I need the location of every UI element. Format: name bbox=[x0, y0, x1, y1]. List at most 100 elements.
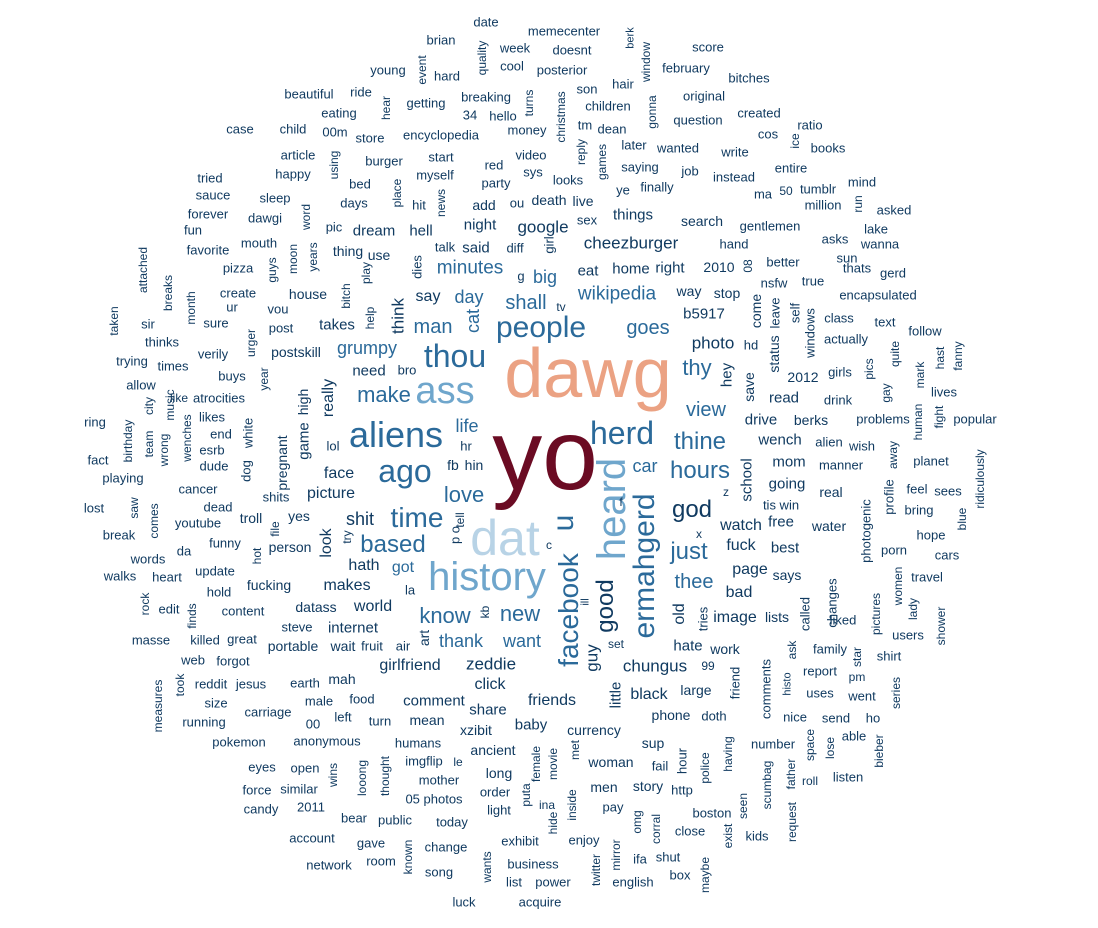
word-ermahgerd: ermahgerd bbox=[628, 493, 661, 639]
word-fanny: fanny bbox=[951, 341, 965, 371]
word-hate: hate bbox=[673, 637, 703, 655]
word-puta: puta bbox=[519, 783, 533, 807]
word-content: content bbox=[221, 603, 265, 619]
word-xzibit: xzibit bbox=[460, 722, 492, 738]
word-men: men bbox=[590, 779, 618, 795]
word-request: request bbox=[785, 801, 799, 843]
word-air: air bbox=[395, 638, 411, 654]
word-father: father bbox=[784, 758, 798, 790]
word-seen: seen bbox=[736, 792, 750, 820]
word-guys: guys bbox=[265, 257, 279, 283]
word-thee: thee bbox=[674, 571, 714, 593]
word-able: able bbox=[841, 728, 867, 744]
word-free: free bbox=[768, 513, 794, 531]
word-posterior: posterior bbox=[536, 62, 588, 78]
word-family: family bbox=[813, 641, 847, 657]
word-memecenter: memecenter bbox=[527, 23, 601, 39]
word-bitch: bitch bbox=[339, 283, 353, 309]
word-live: live bbox=[572, 193, 594, 209]
word-hours: hours bbox=[669, 457, 731, 484]
word-long: long bbox=[485, 765, 513, 781]
word-male: male bbox=[304, 693, 334, 709]
word-song: song bbox=[424, 864, 454, 880]
word-esrb: esrb bbox=[199, 442, 225, 458]
word-cat: cat bbox=[463, 308, 483, 334]
word-thou: thou bbox=[423, 338, 487, 374]
word-dog: dog bbox=[238, 460, 254, 482]
word-says: says bbox=[772, 567, 802, 583]
word-moon: moon bbox=[286, 243, 300, 275]
word-pm: pm bbox=[848, 670, 866, 684]
word-herd: herd bbox=[589, 415, 655, 451]
word-pay: pay bbox=[602, 799, 624, 815]
word-make: make bbox=[357, 382, 411, 407]
word-person: person bbox=[268, 539, 312, 555]
word-thank: thank bbox=[438, 631, 484, 651]
word-cars: cars bbox=[934, 547, 960, 563]
word-ask: ask bbox=[785, 640, 799, 660]
word-thy: thy bbox=[682, 355, 712, 380]
word-wait: wait bbox=[330, 638, 356, 654]
word-box: box bbox=[669, 867, 691, 883]
word-doesnt: doesnt bbox=[552, 42, 592, 58]
word-work: work bbox=[710, 641, 740, 657]
word-dean: dean bbox=[597, 121, 627, 137]
word-gerd: gerd bbox=[879, 265, 907, 281]
word-set: set bbox=[607, 637, 625, 651]
word-job: job bbox=[681, 163, 699, 179]
word-watch: watch bbox=[720, 517, 762, 534]
word-file: file bbox=[268, 521, 282, 537]
word-photogenic: photogenic bbox=[858, 499, 874, 563]
word-hin: hin bbox=[464, 457, 484, 473]
word-windows: windows bbox=[802, 308, 818, 358]
word-sir: sir bbox=[141, 316, 155, 332]
word-save: save bbox=[741, 372, 757, 402]
word-getting: getting bbox=[406, 95, 446, 111]
word-hope: hope bbox=[916, 527, 946, 543]
word-myself: myself bbox=[416, 167, 454, 183]
word-use: use bbox=[367, 247, 391, 263]
word-son: son bbox=[576, 81, 598, 97]
word-water: water bbox=[811, 518, 847, 534]
word-hair: hair bbox=[612, 76, 634, 92]
word-kids: kids bbox=[745, 828, 769, 844]
word-death: death bbox=[531, 192, 567, 208]
word-twitter: twitter bbox=[589, 853, 603, 887]
word-forgot: forgot bbox=[216, 653, 250, 669]
word-sys: sys bbox=[523, 164, 543, 180]
word-breaking: breaking bbox=[461, 89, 511, 105]
word-using: using bbox=[327, 150, 341, 180]
word-00m: 00m bbox=[322, 124, 348, 140]
word-city: city bbox=[142, 397, 156, 415]
word-wrong: wrong bbox=[157, 433, 171, 467]
word-lost: lost bbox=[83, 500, 105, 516]
word-left: left bbox=[334, 709, 352, 725]
word-sup: sup bbox=[641, 735, 665, 751]
word-pics: pics bbox=[862, 358, 876, 380]
word-ridiculously: ridiculously bbox=[973, 449, 987, 509]
word-wins: wins bbox=[326, 762, 340, 788]
word-girlfriend: girlfriend bbox=[379, 657, 441, 674]
word-public: public bbox=[378, 812, 412, 828]
word-imgflip: imgflip bbox=[405, 753, 443, 769]
word-text: text bbox=[874, 314, 896, 330]
word-know: know bbox=[419, 603, 471, 628]
word-news: news bbox=[434, 188, 448, 218]
word-want: want bbox=[502, 631, 542, 651]
word-love: love bbox=[443, 482, 485, 507]
word-profile: profile bbox=[881, 479, 897, 515]
word-event: event bbox=[415, 55, 429, 85]
word-popular: popular bbox=[953, 411, 997, 427]
word-shits: shits bbox=[262, 489, 290, 505]
word-break: break bbox=[102, 527, 136, 543]
word-ur: ur bbox=[226, 299, 238, 315]
word-roll: roll bbox=[801, 774, 819, 788]
word-view: view bbox=[685, 399, 727, 421]
word-ifa: ifa bbox=[633, 851, 647, 867]
word-face: face bbox=[323, 465, 355, 482]
word-game: game bbox=[295, 422, 313, 460]
word-known: known bbox=[401, 839, 415, 875]
word-fb: fb bbox=[447, 457, 459, 473]
word-thine: thine bbox=[673, 428, 727, 455]
word-based: based bbox=[360, 531, 426, 558]
